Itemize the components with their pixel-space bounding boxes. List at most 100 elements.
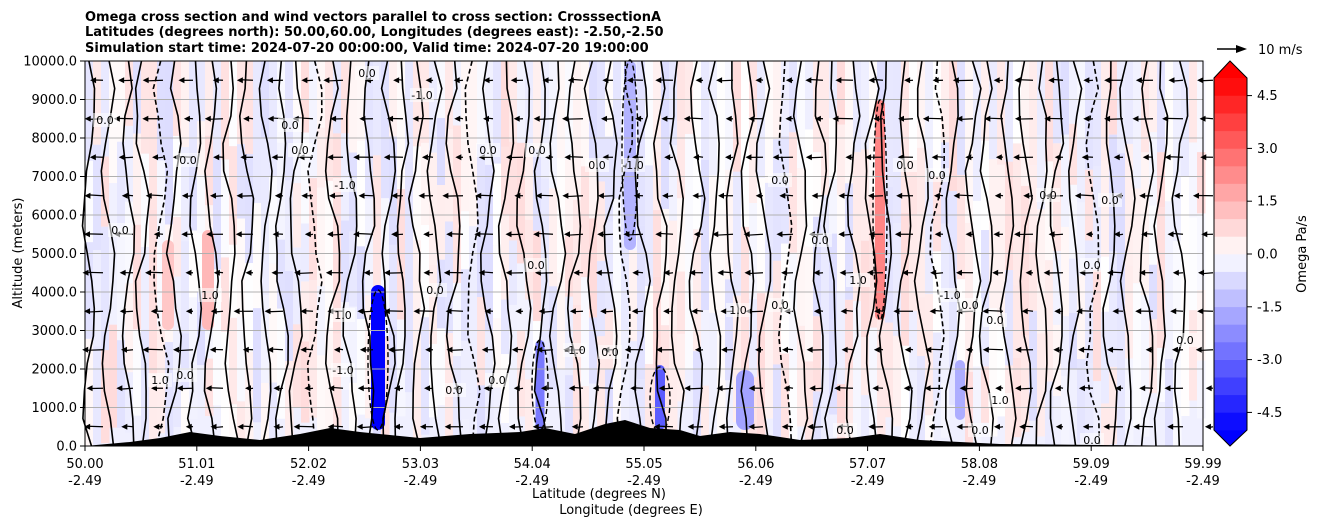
colorbar-band — [1214, 359, 1247, 378]
wind-vector — [208, 118, 224, 120]
wind-vector-head — [142, 77, 149, 84]
wind-vector-head — [1107, 269, 1114, 276]
omega-cell — [461, 211, 470, 270]
omega-cell — [173, 61, 182, 136]
wind-vector-head — [1162, 115, 1169, 122]
contour-label-bg — [331, 308, 355, 322]
omega-cell — [1101, 256, 1110, 312]
wind-vector-head — [212, 77, 219, 84]
wind-vector — [986, 348, 1004, 351]
omega-cell — [325, 327, 334, 446]
y-tick-label: 8000.0 — [32, 132, 78, 147]
wind-vector-head — [720, 308, 727, 315]
omega-cell — [701, 219, 710, 311]
wind-vector-head — [423, 231, 430, 238]
wind-vector-head — [533, 231, 540, 238]
omega-cell — [389, 61, 398, 137]
wind-vector-head — [1114, 385, 1121, 392]
omega-cell — [885, 61, 894, 187]
colorbar-band — [1214, 113, 1247, 132]
omega-cell — [173, 276, 182, 373]
wind-vector — [960, 118, 974, 120]
wind-vector-head — [744, 269, 751, 276]
wind-vector-head — [484, 308, 491, 315]
omega-cell — [85, 160, 94, 243]
omega-cell — [1021, 185, 1030, 336]
omega-cell — [477, 297, 486, 386]
omega-cell — [685, 61, 694, 135]
wind-vector-head — [1167, 423, 1174, 430]
wind-vector-head — [931, 154, 938, 161]
omega-cell — [477, 61, 486, 145]
omega-cell — [397, 189, 406, 320]
quiver-key-label: 10 m/s — [1258, 43, 1303, 58]
wind-vector — [149, 194, 164, 197]
wind-vector-head — [545, 154, 552, 161]
omega-cell — [365, 198, 374, 296]
wind-vector-head — [656, 346, 663, 353]
contour-label: 0.0 — [1039, 189, 1057, 202]
omega-cell — [117, 340, 126, 428]
colorbar-band — [1214, 342, 1247, 360]
omega-cell — [269, 382, 278, 446]
wind-vector-head — [592, 385, 599, 392]
omega-cell — [1165, 358, 1174, 446]
wind-vector — [688, 387, 704, 390]
wind-vector-head — [664, 154, 671, 161]
wind-vector-head — [1204, 423, 1211, 430]
wind-vector — [537, 232, 554, 235]
omega-cell — [661, 61, 670, 209]
omega-cell — [637, 61, 646, 226]
wind-vector-head — [956, 423, 963, 430]
colorbar-band — [1214, 394, 1247, 413]
omega-cell — [413, 359, 422, 446]
wind-vector-head — [1133, 423, 1140, 430]
omega-cell — [333, 133, 342, 223]
omega-cell — [93, 346, 102, 446]
wind-vector-head — [748, 115, 755, 122]
wind-vector — [687, 117, 704, 120]
contour-zero — [121, 60, 136, 447]
omega-core — [955, 360, 965, 420]
wind-vector-head — [569, 308, 576, 315]
omega-cell — [1029, 242, 1038, 311]
omega-cell — [501, 354, 510, 424]
omega-cell — [925, 174, 934, 295]
wind-vector-head — [904, 346, 911, 353]
wind-vector-head — [357, 308, 364, 315]
wind-vector-head — [294, 269, 301, 276]
omega-cell — [301, 132, 310, 224]
omega-cell — [1133, 188, 1142, 284]
omega-cell — [141, 61, 150, 154]
wind-vector — [596, 387, 614, 389]
wind-vector-head — [505, 269, 512, 276]
wind-vector — [988, 117, 1004, 120]
omega-cell — [189, 61, 198, 154]
omega-cell — [253, 61, 262, 203]
wind-vector-head — [446, 231, 453, 238]
wind-vector-head — [118, 154, 125, 161]
omega-cell — [437, 184, 446, 260]
contour-label-bg — [621, 158, 645, 172]
wind-vector-head — [176, 385, 183, 392]
omega-cell — [221, 331, 230, 438]
wind-vector-head — [562, 115, 569, 122]
wind-vector-head — [1081, 154, 1088, 161]
y-tick-label: 6000.0 — [32, 209, 78, 224]
omega-cell — [1197, 290, 1206, 361]
wind-vector-head — [204, 115, 211, 122]
omega-cell — [517, 61, 526, 143]
wind-vector-head — [300, 346, 307, 353]
omega-cell — [405, 61, 414, 162]
wind-vector-head — [832, 115, 839, 122]
omega-cell — [773, 139, 782, 261]
wind-vector-head — [903, 385, 910, 392]
omega-cell — [1157, 276, 1166, 348]
contour-label-bg — [525, 143, 549, 157]
wind-vector-head — [1164, 154, 1171, 161]
wind-vector-head — [242, 346, 249, 353]
wind-vector-head — [896, 192, 903, 199]
wind-vector-head — [743, 231, 750, 238]
wind-vector — [146, 348, 164, 351]
wind-vector-head — [118, 77, 125, 84]
